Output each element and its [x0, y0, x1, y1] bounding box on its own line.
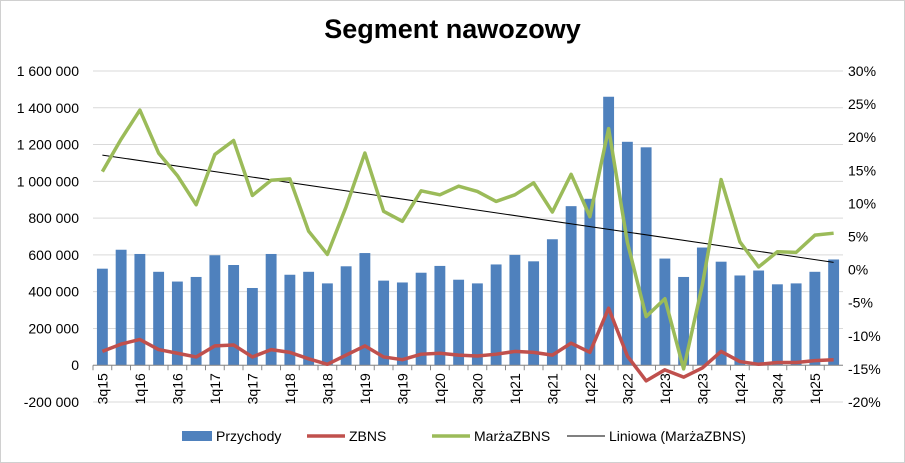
- x-tick-label: 1q25: [807, 373, 823, 404]
- y-right-tick-label: 20%: [848, 129, 876, 145]
- bar: [696, 247, 708, 366]
- bar: [134, 253, 146, 366]
- x-tick-label: 3q23: [694, 373, 710, 404]
- x-tick-label: 3q17: [244, 373, 260, 404]
- bar: [640, 147, 652, 366]
- legend-swatch: [182, 431, 212, 441]
- y-right-tick-label: 0%: [848, 262, 868, 278]
- bar: [528, 261, 540, 366]
- x-tick-label: 3q21: [544, 373, 560, 404]
- x-tick-label: 1q18: [282, 373, 298, 404]
- bar: [565, 206, 577, 366]
- legend-label: Liniowa (MarżaZBNS): [609, 428, 746, 444]
- y-right-tick-label: 15%: [848, 162, 876, 178]
- x-tick-label: 3q16: [169, 373, 185, 404]
- y-left-tick-label: 600 000: [28, 247, 79, 263]
- y-left-tick-label: 200 000: [28, 320, 79, 336]
- x-tick-label: 1q23: [657, 373, 673, 404]
- bar: [359, 253, 371, 366]
- bar: [828, 259, 840, 366]
- bar: [321, 283, 333, 366]
- bar: [771, 284, 783, 366]
- x-tick-label: 1q22: [582, 373, 598, 404]
- x-tick-label: 3q19: [394, 373, 410, 404]
- x-tick-label: 1q16: [132, 373, 148, 404]
- bar: [340, 266, 352, 366]
- series-line-marza: [100, 108, 834, 371]
- series-line-zbns: [101, 306, 834, 383]
- bar: [659, 258, 671, 366]
- y-right-tick-label: 25%: [848, 96, 876, 112]
- x-tick-label: 3q20: [469, 373, 485, 404]
- x-tick-label: 1q21: [507, 373, 523, 404]
- y-right-tick-label: 5%: [848, 229, 868, 245]
- y-right-tick-label: -15%: [848, 361, 881, 377]
- y-left-tick-label: 400 000: [28, 284, 79, 300]
- bar: [809, 271, 821, 366]
- bar: [378, 280, 390, 366]
- bar: [228, 265, 240, 366]
- legend-label: Przychody: [216, 428, 281, 444]
- bar: [265, 253, 277, 366]
- bar: [209, 255, 221, 366]
- x-tick-label: 1q17: [207, 373, 223, 404]
- y-left-tick-label: 1 400 000: [17, 100, 79, 116]
- y-left-tick-label: 0: [71, 357, 79, 373]
- y-right-tick-label: 30%: [848, 63, 876, 79]
- x-tick-label: 3q15: [94, 373, 110, 404]
- y-left-tick-label: 800 000: [28, 210, 79, 226]
- y-left-tick-label: 1 600 000: [17, 63, 79, 79]
- x-tick-label: 3q24: [769, 373, 785, 404]
- bar: [453, 279, 465, 366]
- x-tick-label: 1q24: [732, 373, 748, 404]
- y-right-tick-label: 10%: [848, 195, 876, 211]
- bar: [509, 254, 521, 366]
- legend-label: ZBNS: [349, 428, 386, 444]
- bar: [490, 264, 502, 366]
- y-left-tick-label: 1 000 000: [17, 173, 79, 189]
- bar: [190, 276, 202, 366]
- bar: [546, 239, 558, 366]
- bar: [603, 96, 615, 366]
- bar: [621, 141, 633, 366]
- x-tick-label: 1q20: [432, 373, 448, 404]
- bar: [584, 198, 596, 366]
- bar: [734, 275, 746, 366]
- bar: [715, 261, 727, 366]
- bar: [471, 283, 483, 366]
- legend-label: MarżaZBNS: [474, 428, 550, 444]
- bar: [96, 268, 108, 366]
- bar: [790, 283, 802, 366]
- y-right-tick-label: -20%: [848, 394, 881, 410]
- y-right-tick-label: -10%: [848, 328, 881, 344]
- y-right-tick-label: -5%: [848, 295, 873, 311]
- bar: [415, 272, 427, 366]
- bar: [678, 276, 690, 366]
- bar: [171, 281, 183, 366]
- x-tick-label: 3q22: [619, 373, 635, 404]
- x-tick-label: 1q19: [357, 373, 373, 404]
- bar: [284, 274, 296, 366]
- chart-title: Segment nawozowy: [324, 14, 581, 44]
- bar: [396, 282, 408, 366]
- bar: [153, 271, 165, 366]
- bar: [115, 249, 127, 366]
- x-tick-label: 3q18: [319, 373, 335, 404]
- y-left-tick-label: -200 000: [24, 394, 79, 410]
- series-line-trend: [102, 154, 834, 263]
- bar: [303, 271, 315, 366]
- bar: [246, 287, 258, 366]
- y-left-tick-label: 1 200 000: [17, 137, 79, 153]
- bar: [434, 265, 446, 366]
- bar: [753, 270, 765, 366]
